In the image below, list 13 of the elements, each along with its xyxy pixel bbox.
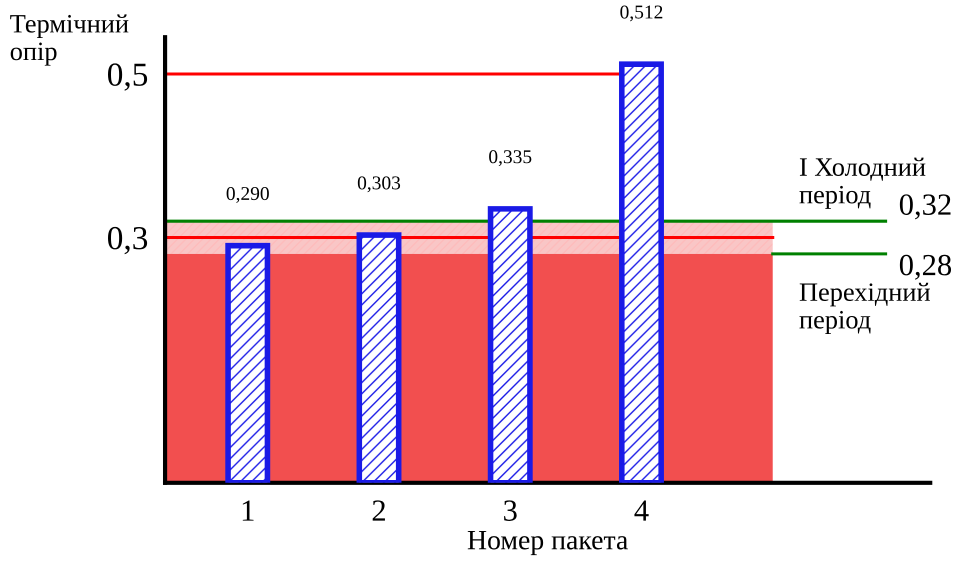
x-tick-label: 1 (242, 500, 254, 521)
x-tick-label: 4 (634, 500, 649, 521)
x-tick-label: 2 (372, 500, 385, 521)
data-label: 0,303 (358, 176, 400, 192)
data-label: 0,335 (489, 150, 532, 166)
x-axis-title: Номер пакета (468, 531, 628, 556)
ref-line-label: 0,32 (900, 194, 951, 220)
text: Перехідний період (799, 282, 930, 334)
data-label: 0,290 (226, 186, 269, 203)
data-label: 0,512 (620, 5, 662, 22)
y-tick-label: 0,3 (108, 226, 148, 254)
ref-line-label: 0,28 (900, 254, 952, 280)
x-tick-label: 3 (504, 500, 517, 521)
